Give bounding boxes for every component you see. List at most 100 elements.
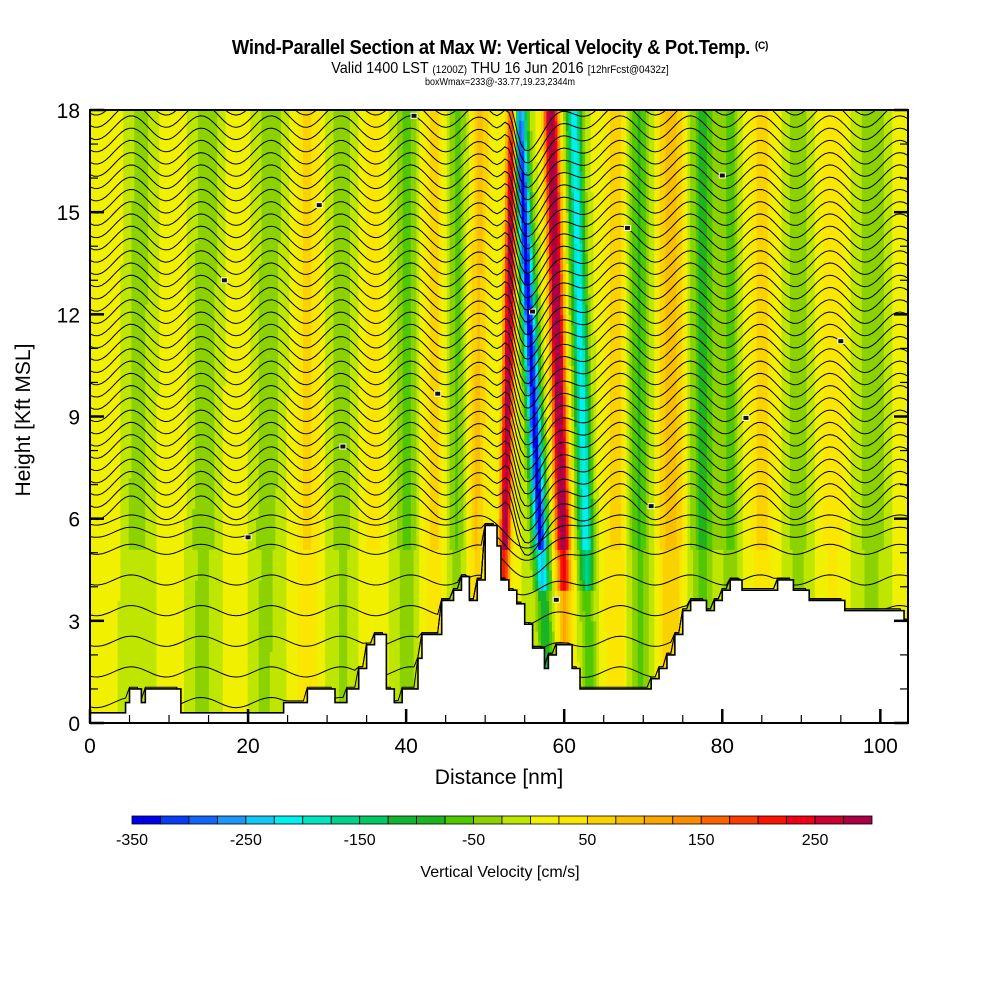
velocity-cell [477, 110, 481, 499]
velocity-cell [563, 416, 567, 438]
velocity-cell [670, 110, 675, 550]
velocity-cell [704, 110, 708, 550]
velocity-cell [327, 110, 332, 723]
velocity-cell [579, 140, 583, 172]
velocity-cell [482, 110, 487, 428]
velocity-cell [529, 457, 534, 469]
x-tick-label: 0 [84, 735, 96, 758]
velocity-cell [527, 253, 531, 275]
velocity-cell [527, 426, 531, 448]
velocity-cell [128, 110, 133, 479]
velocity-cell [510, 232, 514, 295]
velocity-cell [308, 549, 312, 723]
velocity-cell [529, 447, 534, 458]
velocity-cell [504, 344, 509, 387]
contour-label [220, 277, 228, 284]
velocity-cell [563, 590, 567, 642]
velocity-cell [546, 201, 550, 223]
velocity-cell [551, 549, 556, 581]
velocity-cell [242, 110, 246, 723]
velocity-cell [546, 253, 550, 275]
velocity-cell [538, 600, 542, 642]
valid-date: THU 16 Jun 2016 [470, 60, 584, 77]
theta-contour [90, 397, 908, 458]
velocity-cell [883, 110, 888, 723]
velocity-cell [784, 110, 788, 723]
velocity-cell [543, 569, 548, 591]
velocity-cell [590, 396, 595, 458]
velocity-cell [394, 110, 398, 723]
velocity-cell [474, 110, 478, 367]
velocity-cell [546, 344, 550, 397]
velocity-cell [424, 110, 429, 550]
velocity-cell [521, 416, 525, 723]
velocity-cell [502, 457, 506, 489]
velocity-cell [817, 110, 821, 723]
theta-contour [90, 360, 908, 421]
velocity-cell [532, 283, 536, 305]
velocity-cell [582, 344, 586, 387]
velocity-cell [543, 518, 548, 530]
velocity-cell [637, 549, 642, 723]
velocity-cell [510, 385, 514, 418]
velocity-cell [740, 110, 744, 723]
contour-label [315, 202, 323, 209]
velocity-cell [571, 467, 575, 510]
velocity-cell [302, 110, 307, 550]
velocity-cell [585, 590, 589, 714]
colorbar-swatch [786, 815, 816, 825]
velocity-cell [585, 191, 589, 254]
theta-contour [90, 152, 908, 213]
velocity-cell [460, 110, 465, 550]
velocity-cell [842, 110, 846, 723]
velocity-cell [557, 559, 561, 591]
velocity-cell [258, 110, 263, 264]
velocity-cell [289, 110, 293, 723]
forecast-info: [12hrFcst@0432z] [587, 64, 669, 76]
velocity-cell [582, 273, 586, 305]
velocity-cell [576, 110, 581, 111]
theta-contour [90, 434, 908, 495]
velocity-cell [582, 242, 586, 275]
velocity-cell [195, 549, 199, 581]
contour-label [339, 443, 347, 450]
velocity-cell [781, 110, 785, 723]
velocity-cell [654, 110, 658, 723]
velocity-cell [543, 212, 548, 254]
velocity-cell [546, 498, 550, 520]
chart-subtitle: Valid 1400 LST (1200Z) THU 16 Jun 2016 [… [50, 60, 950, 78]
velocity-cell [521, 110, 525, 121]
velocity-cell [527, 161, 531, 183]
velocity-cell [549, 375, 553, 407]
theta-contour [90, 176, 908, 238]
velocity-cell [543, 416, 548, 438]
velocity-cell [579, 171, 583, 213]
velocity-cell [529, 528, 534, 550]
velocity-cell [521, 324, 525, 336]
contour-label [552, 596, 560, 603]
velocity-cell [112, 110, 116, 723]
contour-label [244, 534, 252, 541]
velocity-cell [137, 549, 141, 723]
velocity-cell [563, 488, 567, 550]
velocity-cell [571, 416, 575, 469]
velocity-cell [529, 426, 534, 438]
colorbar-swatch [245, 815, 275, 825]
velocity-cell [579, 447, 583, 489]
velocity-cell [582, 110, 586, 152]
velocity-cell [504, 110, 509, 132]
velocity-cell [587, 508, 592, 540]
velocity-cell [535, 110, 539, 162]
velocity-cell [554, 191, 559, 407]
velocity-cell [524, 120, 528, 142]
velocity-cell [554, 559, 559, 591]
velocity-cell [546, 569, 550, 591]
velocity-cell [518, 304, 523, 336]
y-tick-label: 3 [68, 611, 80, 634]
velocity-cell [385, 110, 390, 723]
velocity-cell [668, 110, 672, 550]
velocity-cell [507, 120, 512, 142]
velocity-cell [538, 385, 542, 397]
y-tick-label: 6 [68, 509, 80, 532]
velocity-cell [800, 110, 805, 723]
